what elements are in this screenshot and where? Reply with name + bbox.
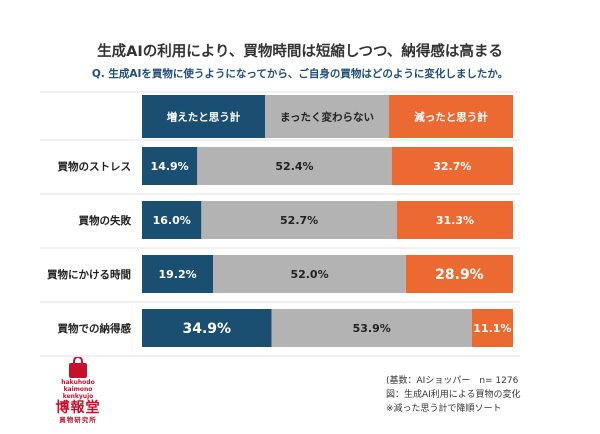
gridlines [40,91,520,357]
data-label-3-2: 11.1% [473,322,511,335]
bar-1-0 [142,201,202,239]
legend-box-0 [142,95,265,138]
legend-box-2 [389,95,513,138]
legend: 増えたと思う計 まったく変わらない 減ったと思う計 [142,95,513,138]
category-label-2: 買物にかける時間 [47,268,131,281]
logo-latin-2: kaimono [63,386,93,393]
data-label-0-1: 52.4% [275,160,313,173]
category-label-3: 買物での納得感 [58,322,132,335]
data-label-2-1: 52.0% [290,268,328,281]
bar-2-1 [213,255,406,293]
data-label-3-1: 53.9% [353,322,391,335]
logo-latin-1: hakuhodo [61,379,95,386]
data-label-1-1: 52.7% [280,214,318,227]
bar-0-1 [197,147,392,185]
bar-3-1 [271,309,472,347]
hakuhodo-logo: hakuhodo kaimono kenkyujo 博報堂 買物研究所 [52,357,104,424]
chart-subtitle: Q. 生成AIを買物に使うようになってから、ご自身の買物はどのように変化しました… [91,68,509,80]
bar-3-0 [142,309,272,347]
bar-1-2 [396,201,513,239]
category-label-0: 買物のストレス [58,160,132,173]
footer-figure-line: 図：生成AI利用による買物の変化 [386,390,521,400]
bars [142,147,513,347]
bar-0-2 [391,147,513,185]
footer-note: (基数：AIショッパー n= 1276 図：生成AI利用による買物の変化 ※減っ… [386,374,521,416]
logo-jp-main: 博報堂 [55,400,101,416]
legend-label-0: 増えたと思う計 [167,111,241,124]
data-label-3-0: 34.9% [183,321,232,337]
data-label-2-2: 28.9% [435,267,484,283]
bar-2-0 [142,255,214,293]
logo-jp-sub: 買物研究所 [59,416,97,424]
data-label-0-2: 32.7% [433,160,471,173]
category-label-1: 買物の失敗 [79,214,132,227]
legend-label-1: まったく変わらない [280,111,374,124]
data-label-0-0: 14.9% [151,160,189,173]
footer-sort-line: ※減った思う計で降順ソート [386,404,502,414]
footer-base-line: (基数：AIショッパー n= 1276 [386,376,519,386]
chart-title: 生成AIの利用により、買物時間は短縮しつつ、納得感は高まる [97,44,503,60]
data-label-1-2: 31.3% [436,214,474,227]
bar-2-2 [405,255,513,293]
data-label-1-0: 16.0% [153,214,191,227]
legend-box-1 [265,95,389,138]
bar-1-1 [201,201,397,239]
bar-0-0 [142,147,198,185]
bar-3-2 [471,309,513,347]
data-labels: 14.9% 52.4% 32.7% 16.0% 52.7% 31.3% 19.2% 52.0%… [151,160,512,337]
data-label-2-0: 19.2% [158,268,196,281]
legend-label-2: 減ったと思う計 [414,111,488,124]
shopping-bag-icon [69,357,87,378]
logo-latin-3: kenkyujo [62,393,94,400]
